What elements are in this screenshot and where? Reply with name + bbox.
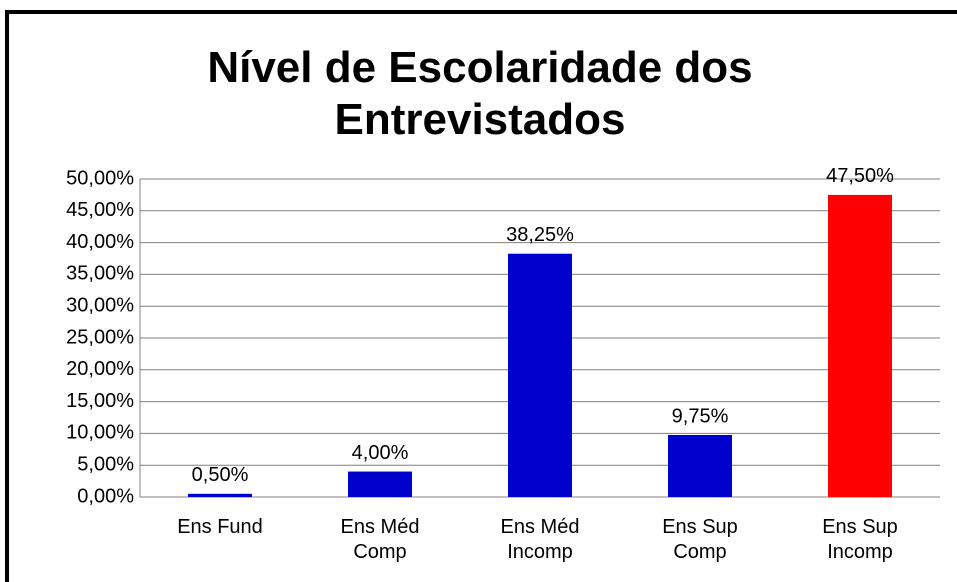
- y-tick-label: 25,00%: [66, 326, 134, 348]
- data-label: 0,50%: [192, 464, 249, 486]
- x-tick-label: Ens Méd Comp: [340, 516, 420, 563]
- y-tick-label: 10,00%: [66, 422, 134, 444]
- data-label: 38,25%: [506, 224, 574, 246]
- y-tick-label: 5,00%: [77, 453, 134, 475]
- y-tick-label: 0,00%: [77, 485, 134, 507]
- data-label: 4,00%: [352, 442, 409, 464]
- bar: [188, 493, 252, 497]
- x-tick-label: Ens Méd Incomp: [500, 516, 580, 563]
- bar: [508, 253, 572, 497]
- bar: [348, 471, 412, 497]
- y-tick-label: 30,00%: [66, 294, 134, 316]
- data-label: 9,75%: [672, 405, 729, 427]
- y-tick-label: 50,00%: [66, 167, 134, 189]
- data-label: 47,50%: [826, 165, 894, 187]
- y-tick-label: 20,00%: [66, 358, 134, 380]
- y-tick-label: 40,00%: [66, 231, 134, 253]
- x-tick-label: Ens Sup Comp: [662, 516, 738, 563]
- bar: [828, 194, 892, 497]
- x-tick-label: Ens Fund: [177, 516, 263, 538]
- bar: [668, 434, 732, 497]
- y-tick-label: 15,00%: [66, 390, 134, 412]
- x-tick-label: Ens Sup Incomp: [822, 516, 898, 563]
- y-tick-label: 35,00%: [66, 263, 134, 285]
- y-tick-label: 45,00%: [66, 199, 134, 221]
- frame: [5, 10, 957, 582]
- chart-title: Nível de Escolaridade dos Entrevistados: [207, 43, 753, 144]
